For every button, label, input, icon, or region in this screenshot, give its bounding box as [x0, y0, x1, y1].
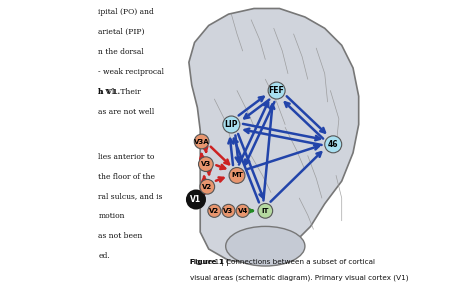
Circle shape	[325, 136, 342, 153]
Circle shape	[223, 116, 240, 133]
Text: 46: 46	[328, 140, 338, 149]
Circle shape	[194, 134, 209, 149]
Circle shape	[188, 191, 204, 208]
Text: V2: V2	[210, 208, 219, 214]
Circle shape	[236, 204, 249, 217]
Text: the floor of the: the floor of the	[98, 173, 155, 181]
Circle shape	[229, 168, 245, 183]
Text: n the dorsal: n the dorsal	[98, 48, 144, 56]
Text: V3A: V3A	[194, 138, 210, 145]
Text: IT: IT	[262, 208, 269, 214]
Polygon shape	[189, 8, 359, 263]
Text: Figure 1 | Connections between a subset of cortical: Figure 1 | Connections between a subset …	[190, 259, 375, 266]
Text: ipital (PO) and: ipital (PO) and	[98, 8, 154, 16]
Circle shape	[258, 203, 273, 218]
Text: visual areas (schematic diagram). Primary visual cortex (V1): visual areas (schematic diagram). Primar…	[190, 275, 409, 281]
Circle shape	[268, 82, 285, 99]
Text: Figure 1 |: Figure 1 |	[190, 259, 229, 266]
Text: FEF: FEF	[269, 86, 284, 95]
Text: V3: V3	[223, 208, 234, 214]
Text: V4: V4	[237, 208, 248, 214]
Text: as not been: as not been	[98, 232, 143, 240]
Text: motion: motion	[98, 212, 125, 220]
Text: LIP: LIP	[225, 120, 238, 129]
Text: - weak reciprocal: - weak reciprocal	[98, 68, 164, 76]
Text: ral sulcus, and is: ral sulcus, and is	[98, 192, 163, 200]
Circle shape	[208, 204, 221, 217]
Circle shape	[222, 204, 235, 217]
Circle shape	[199, 157, 213, 171]
Text: ed.: ed.	[98, 252, 110, 260]
Ellipse shape	[226, 226, 305, 266]
Text: V2: V2	[202, 184, 212, 190]
Text: V1: V1	[191, 195, 201, 204]
Circle shape	[200, 179, 215, 194]
Text: MT: MT	[231, 172, 243, 179]
Text: h V1.: h V1.	[98, 88, 120, 96]
Text: V3: V3	[201, 161, 211, 167]
Text: h V1. Their: h V1. Their	[98, 88, 141, 96]
Text: as are not well: as are not well	[98, 108, 155, 115]
Text: arietal (PIP): arietal (PIP)	[98, 28, 145, 36]
Text: lies anterior to: lies anterior to	[98, 153, 155, 161]
